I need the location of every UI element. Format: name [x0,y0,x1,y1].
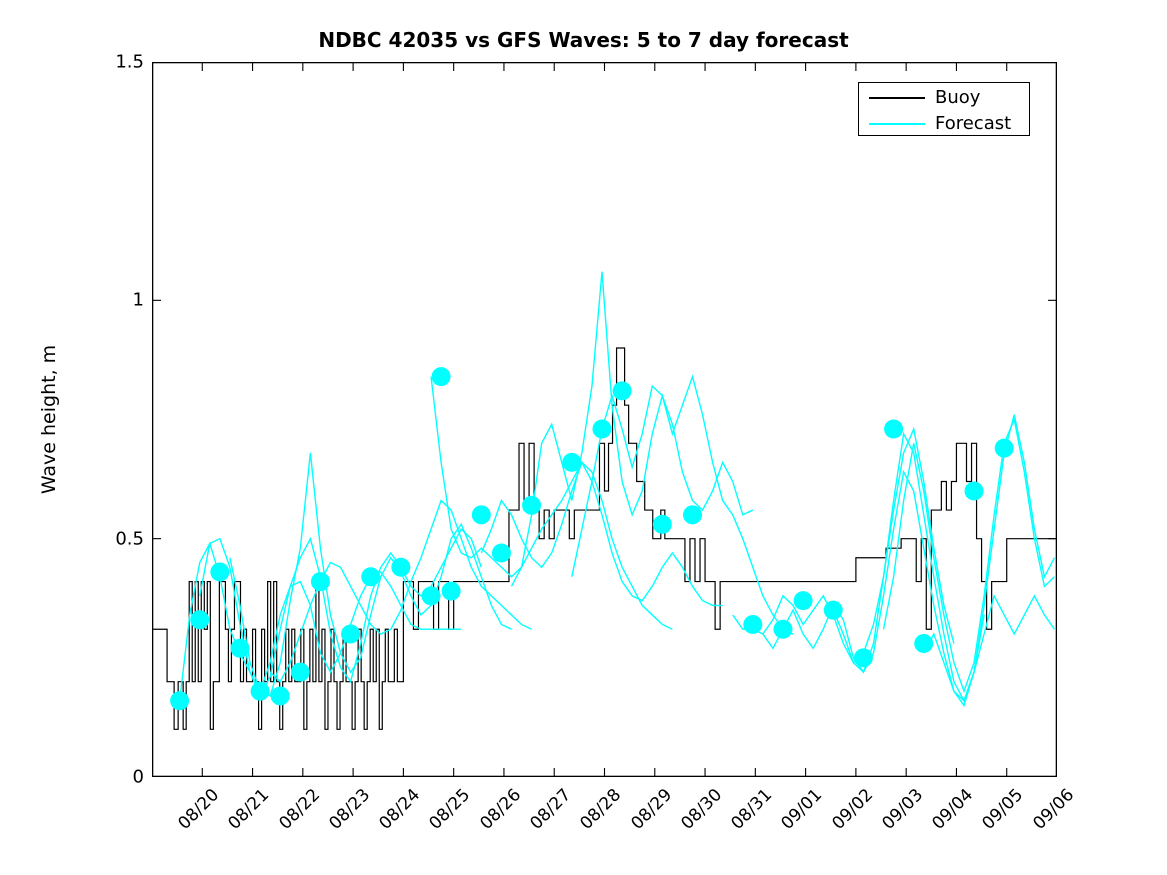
x-tick-label-group: 08/20 08/21 08/22 08/23 08/24 08/25 08/26 08/27… [152,777,1078,872]
data-point-marker [964,481,984,501]
data-point-marker [250,681,270,701]
data-point-marker [562,452,582,472]
x-tick-label: 09/03 [878,785,928,834]
x-tick-label: 08/30 [677,785,726,834]
tick-layer [152,62,1057,777]
plot-area [152,62,1057,777]
data-point-marker [491,543,511,563]
data-point-marker [853,648,873,668]
data-point-marker [652,514,672,534]
data-point-marker [270,686,290,706]
data-point-marker [994,438,1014,458]
x-tick-label: 08/24 [375,785,425,834]
legend-item-forecast: Forecast [859,110,1031,137]
data-point-marker [682,505,702,525]
data-point-marker [793,591,813,611]
y-tick-label: 1.5 [115,51,144,73]
series-line-3 [229,452,512,697]
y-tick-label: 1 [132,289,144,311]
data-point-marker [592,419,612,439]
y-tick-label-group: 0 0.5 1 1.5 [82,52,144,788]
y-tick-label: 0.5 [115,528,144,550]
data-point-marker [612,381,632,401]
series-line-6 [480,460,723,607]
x-tick-label: 09/01 [777,785,827,834]
data-point-marker [210,562,230,582]
x-tick-label: 08/31 [727,785,777,834]
data-point-marker [170,691,190,711]
legend-box: Buoy Forecast [858,82,1030,136]
legend-item-buoy: Buoy [859,84,1031,111]
x-tick-label: 09/02 [827,785,877,834]
x-tick-label: 08/22 [274,785,324,834]
data-point-marker [230,638,250,658]
legend-swatch-forecast [869,122,925,125]
series-line-0 [152,347,1057,730]
page-title: NDBC 42035 vs GFS Waves: 5 to 7 day fore… [318,28,849,52]
x-tick-label: 08/27 [526,785,576,834]
data-point-marker [341,624,361,644]
data-point-marker [190,610,210,630]
chart-canvas [152,62,1057,777]
series-layer [152,271,1057,730]
data-point-marker [421,586,441,606]
series-line-12 [882,417,1055,694]
marker-layer [170,367,1014,711]
series-line-2 [199,527,482,698]
series-line-1 [178,541,462,701]
x-tick-label: 08/29 [626,785,676,834]
x-tick-label: 08/28 [576,785,626,834]
data-point-marker [310,572,330,592]
x-tick-label: 08/23 [325,785,374,834]
data-point-marker [743,614,763,634]
data-point-marker [391,557,411,577]
series-line-8 [571,374,794,635]
x-tick-label: 09/06 [1029,785,1078,834]
data-point-marker [884,419,904,439]
x-tick-label: 08/25 [425,785,475,834]
legend-label: Buoy [935,86,981,108]
data-point-marker [914,634,934,654]
x-tick-label: 08/26 [476,785,525,834]
x-tick-label: 09/05 [978,785,1028,834]
data-point-marker [522,495,542,515]
data-point-marker [441,581,461,601]
series-line-10 [762,469,985,708]
data-point-marker [823,600,843,620]
x-tick-label: 08/21 [224,785,274,834]
data-point-marker [773,619,793,639]
series-line-13 [923,593,1056,702]
legend-swatch-buoy [869,96,925,99]
series-line-4 [269,499,532,683]
legend-label: Forecast [935,112,1012,134]
x-tick-label: 08/20 [174,785,224,834]
x-tick-label: 09/04 [928,785,978,834]
data-point-marker [431,367,451,387]
series-line-9 [732,426,955,664]
y-tick-label: 0 [132,766,144,788]
data-point-marker [471,505,491,525]
data-point-marker [290,662,310,682]
y-axis-label: Wave height, m [38,344,60,495]
series-line-7 [510,271,754,587]
data-point-marker [361,567,381,587]
series-line-5 [430,376,673,630]
